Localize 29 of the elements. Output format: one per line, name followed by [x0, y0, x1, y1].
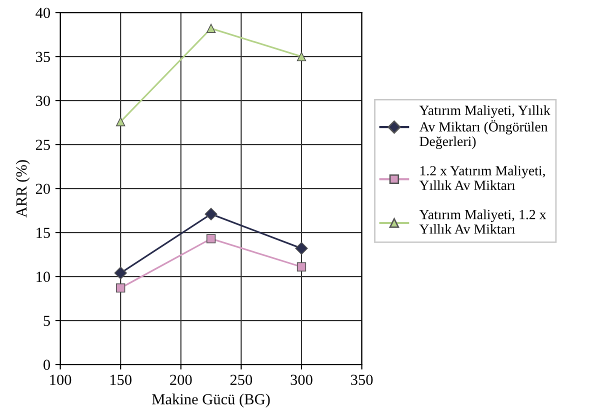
x-tick-label: 350: [351, 374, 373, 386]
legend-label: Yatırım Maliyeti, Yıllık Av Miktarı (Öngörülen Değerleri): [419, 105, 550, 149]
point: [206, 234, 216, 244]
x-tick-label: 300: [290, 374, 312, 386]
point: [116, 283, 126, 293]
y-tick-label: 35: [36, 52, 50, 62]
x-tick-label: 200: [170, 374, 192, 386]
y-tick-label: 15: [36, 228, 50, 238]
x-axis-title: Makine Gücü (BG): [152, 394, 270, 408]
x-tick-label: 150: [110, 374, 132, 386]
legend-label: Yatırım Maliyeti, 1.2 x Yıllık Av Miktarı: [419, 209, 546, 234]
y-tick-label: 30: [36, 96, 50, 106]
point: [296, 262, 306, 272]
x-tick-label: 100: [50, 374, 72, 386]
y-tick-label: 20: [36, 184, 50, 194]
x-tick-label: 250: [230, 374, 252, 386]
y-tick-label: 10: [36, 272, 50, 282]
point: [116, 117, 126, 126]
y-axis-title: ARR (%): [16, 160, 30, 218]
y-tick-label: 5: [44, 316, 50, 326]
legend-label: 1.2 x Yatırım Maliyeti, Yıllık Av Miktarı: [419, 166, 545, 190]
point: [114, 266, 127, 280]
y-tick-label: 25: [36, 140, 50, 150]
point: [296, 52, 306, 62]
y-tick-label: 0: [44, 360, 50, 370]
point: [204, 208, 218, 220]
y-tick-label: 40: [36, 8, 50, 18]
point: [295, 242, 308, 255]
point: [206, 24, 216, 33]
